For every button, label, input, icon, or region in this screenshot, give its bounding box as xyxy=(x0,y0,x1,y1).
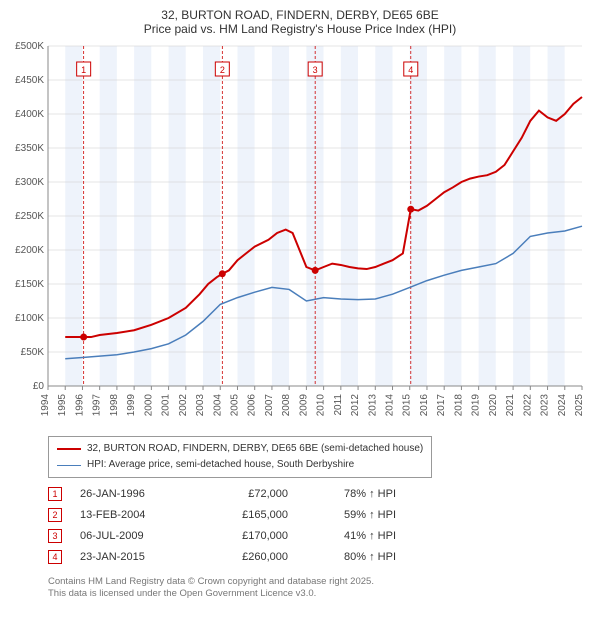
svg-text:£400K: £400K xyxy=(15,109,44,120)
svg-text:2001: 2001 xyxy=(161,394,172,417)
svg-text:£50K: £50K xyxy=(21,347,45,358)
sales-table: 1 26-JAN-1996 £72,000 78% ↑ HPI 2 13-FEB-2004… xyxy=(48,484,592,568)
svg-text:2025: 2025 xyxy=(574,394,585,417)
svg-text:2010: 2010 xyxy=(316,394,327,417)
svg-text:2007: 2007 xyxy=(264,394,275,417)
legend: 32, BURTON ROAD, FINDERN, DERBY, DE65 6B… xyxy=(48,436,432,478)
svg-text:2016: 2016 xyxy=(419,394,430,417)
sale-marker-box: 1 xyxy=(48,487,62,501)
svg-text:£250K: £250K xyxy=(15,211,44,222)
svg-text:1998: 1998 xyxy=(109,394,120,417)
svg-text:£0: £0 xyxy=(33,381,45,392)
sales-row: 4 23-JAN-2015 £260,000 80% ↑ HPI xyxy=(48,547,592,568)
svg-text:2006: 2006 xyxy=(247,394,258,417)
svg-text:£350K: £350K xyxy=(15,143,44,154)
sale-marker-box: 2 xyxy=(48,508,62,522)
svg-text:2005: 2005 xyxy=(229,394,240,417)
sale-marker-box: 4 xyxy=(48,550,62,564)
sales-row: 3 06-JUL-2009 £170,000 41% ↑ HPI xyxy=(48,526,592,547)
svg-text:1996: 1996 xyxy=(74,394,85,417)
svg-text:2: 2 xyxy=(220,65,225,75)
footnote-line1: Contains HM Land Registry data © Crown c… xyxy=(48,576,592,588)
sale-price: £260,000 xyxy=(208,547,288,568)
svg-text:£300K: £300K xyxy=(15,177,44,188)
legend-label: HPI: Average price, semi-detached house,… xyxy=(87,457,354,473)
sales-row: 1 26-JAN-1996 £72,000 78% ↑ HPI xyxy=(48,484,592,505)
sale-price: £72,000 xyxy=(208,484,288,505)
svg-text:2011: 2011 xyxy=(333,394,344,416)
sale-date: 13-FEB-2004 xyxy=(80,505,190,526)
svg-text:2000: 2000 xyxy=(143,394,154,417)
sale-pct-vs-hpi: 80% ↑ HPI xyxy=(306,547,396,568)
svg-text:2013: 2013 xyxy=(367,394,378,417)
footnote-line2: This data is licensed under the Open Gov… xyxy=(48,588,592,600)
sale-pct-vs-hpi: 41% ↑ HPI xyxy=(306,526,396,547)
svg-text:2008: 2008 xyxy=(281,394,292,417)
sale-date: 23-JAN-2015 xyxy=(80,547,190,568)
svg-text:£200K: £200K xyxy=(15,245,44,256)
svg-text:£500K: £500K xyxy=(15,41,44,52)
legend-swatch xyxy=(57,448,81,450)
footnote: Contains HM Land Registry data © Crown c… xyxy=(48,576,592,601)
price-chart: £0 £50K £100K £150K £200K £250K £300K £350K £400… xyxy=(8,40,592,430)
title-line2: Price paid vs. HM Land Registry's House … xyxy=(8,22,592,36)
svg-text:2004: 2004 xyxy=(212,394,223,417)
sale-date: 06-JUL-2009 xyxy=(80,526,190,547)
svg-text:2014: 2014 xyxy=(385,394,396,417)
legend-item: 32, BURTON ROAD, FINDERN, DERBY, DE65 6B… xyxy=(57,441,423,457)
svg-text:2022: 2022 xyxy=(522,394,533,417)
svg-text:4: 4 xyxy=(408,65,413,75)
svg-text:2015: 2015 xyxy=(402,394,413,417)
chart-title-block: 32, BURTON ROAD, FINDERN, DERBY, DE65 6B… xyxy=(8,8,592,36)
sale-price: £170,000 xyxy=(208,526,288,547)
svg-text:2021: 2021 xyxy=(505,394,516,417)
chart-svg: £0 £50K £100K £150K £200K £250K £300K £350K £400… xyxy=(8,40,592,430)
sale-date: 26-JAN-1996 xyxy=(80,484,190,505)
svg-text:2019: 2019 xyxy=(471,394,482,417)
svg-text:2017: 2017 xyxy=(436,394,447,417)
svg-text:2023: 2023 xyxy=(540,394,551,417)
svg-text:3: 3 xyxy=(313,65,318,75)
svg-text:1999: 1999 xyxy=(126,394,137,417)
sale-price: £165,000 xyxy=(208,505,288,526)
svg-text:2012: 2012 xyxy=(350,394,361,417)
svg-text:1994: 1994 xyxy=(40,394,51,417)
legend-swatch xyxy=(57,465,81,466)
svg-text:2009: 2009 xyxy=(298,394,309,417)
svg-text:2002: 2002 xyxy=(178,394,189,417)
title-line1: 32, BURTON ROAD, FINDERN, DERBY, DE65 6B… xyxy=(8,8,592,22)
svg-text:1: 1 xyxy=(81,65,86,75)
svg-text:2024: 2024 xyxy=(557,394,568,417)
legend-label: 32, BURTON ROAD, FINDERN, DERBY, DE65 6B… xyxy=(87,441,423,457)
svg-text:£450K: £450K xyxy=(15,75,44,86)
svg-text:2018: 2018 xyxy=(453,394,464,417)
svg-text:£100K: £100K xyxy=(15,313,44,324)
svg-text:2020: 2020 xyxy=(488,394,499,417)
sale-marker-box: 3 xyxy=(48,529,62,543)
sales-row: 2 13-FEB-2004 £165,000 59% ↑ HPI xyxy=(48,505,592,526)
sale-pct-vs-hpi: 59% ↑ HPI xyxy=(306,505,396,526)
svg-text:1995: 1995 xyxy=(57,394,68,417)
svg-text:1997: 1997 xyxy=(92,394,103,417)
sale-pct-vs-hpi: 78% ↑ HPI xyxy=(306,484,396,505)
svg-text:2003: 2003 xyxy=(195,394,206,417)
svg-text:£150K: £150K xyxy=(15,279,44,290)
legend-item: HPI: Average price, semi-detached house,… xyxy=(57,457,423,473)
